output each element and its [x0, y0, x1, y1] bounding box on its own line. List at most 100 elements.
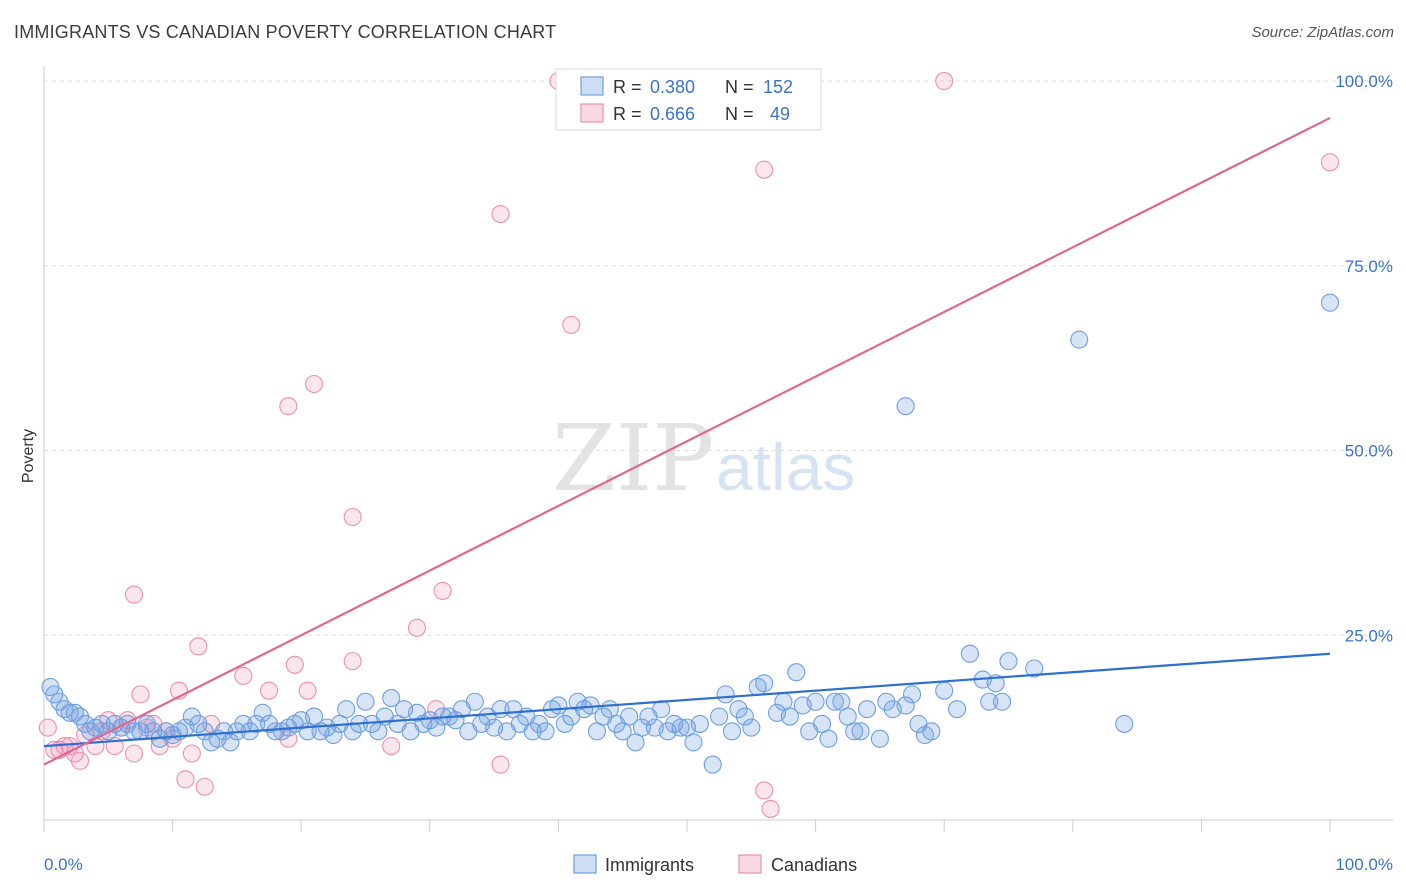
canadians-point	[234, 666, 253, 685]
immigrants-point	[845, 722, 864, 741]
y-tick-label-100: 100.0%	[1335, 72, 1393, 91]
immigrants-point	[960, 644, 979, 663]
immigrants-point	[896, 397, 915, 416]
legend-r-value-2: 0.666	[650, 104, 695, 124]
immigrants-point	[735, 707, 754, 726]
immigrants-point	[530, 714, 549, 733]
immigrants-point	[632, 718, 652, 737]
y-axis-label: Poverty	[20, 429, 37, 483]
legend-r-label-1: R =	[613, 77, 642, 97]
immigrants-point	[922, 722, 941, 741]
axes	[43, 66, 1393, 821]
immigrants-point	[247, 714, 266, 733]
immigrants-point	[144, 722, 163, 741]
canadians-point	[279, 397, 298, 416]
immigrants-point	[716, 685, 735, 704]
canadians-point	[935, 71, 954, 91]
immigrants-point	[684, 733, 703, 752]
immigrants-point	[780, 707, 799, 726]
immigrants-point	[60, 703, 79, 722]
canadians-point	[433, 581, 452, 600]
canadians-point	[491, 204, 510, 224]
immigrants-point	[555, 714, 574, 733]
immigrants-point	[722, 722, 742, 741]
immigrants-point	[1115, 714, 1134, 733]
immigrants-point	[356, 692, 375, 711]
immigrants-point	[427, 718, 446, 737]
immigrants-point	[671, 718, 690, 737]
immigrants-point	[1320, 293, 1340, 312]
canadians-point	[562, 315, 581, 334]
immigrants-point	[343, 722, 362, 741]
correlation-legend: R = 0.380 N = 152 R = 0.666 N = 49	[555, 68, 822, 131]
canadians-point	[182, 744, 201, 763]
legend-n-value-1: 152	[763, 77, 793, 97]
immigrants-point	[189, 714, 208, 733]
canadians-trendline	[43, 116, 1331, 766]
immigrants-point	[382, 689, 401, 708]
watermark-atlas: atlas	[716, 430, 855, 504]
chart-title: IMMIGRANTS VS CANADIAN POVERTY CORRELATI…	[14, 22, 557, 42]
trendlines	[43, 116, 1331, 766]
source-credit: Source: ZipAtlas.com	[1251, 24, 1394, 41]
y-tick-label-50: 50.0%	[1345, 442, 1393, 461]
immigrants-point	[896, 696, 915, 715]
immigrants-point	[137, 714, 156, 733]
canadians-point	[124, 585, 144, 604]
canadians-point	[755, 781, 774, 800]
legend-n-value-2: 49	[770, 104, 790, 124]
immigrants-point	[999, 652, 1018, 671]
canadians-point	[70, 751, 90, 770]
canadians-point	[195, 777, 214, 796]
immigrants-point	[337, 700, 356, 719]
immigrants-point	[703, 755, 722, 774]
immigrants-point	[755, 674, 774, 693]
immigrants-point	[182, 707, 201, 726]
canadians-point	[131, 685, 150, 704]
immigrants-point	[1070, 330, 1089, 349]
immigrants-point	[806, 692, 825, 711]
canadians-point	[382, 737, 401, 756]
immigrants-point	[935, 681, 954, 700]
canadians-point	[176, 770, 195, 789]
legend-box	[555, 68, 822, 131]
immigrants-point	[980, 692, 999, 711]
series-legend: Immigrants Canadians	[573, 854, 857, 875]
immigrants-points	[41, 293, 1340, 774]
canadians-point	[124, 744, 144, 763]
canadians-point	[491, 755, 510, 774]
canadians-point	[285, 655, 304, 674]
immigrants-point	[523, 722, 542, 741]
gridlines	[44, 80, 1393, 636]
canadians-point	[1320, 153, 1340, 172]
watermark-zip: ZIP	[552, 405, 714, 512]
immigrants-point	[857, 700, 877, 719]
x-tick-label-min: 0.0%	[44, 855, 83, 874]
canadians-point	[305, 374, 324, 394]
immigrants-point	[253, 703, 272, 722]
immigrants-point	[902, 685, 922, 704]
immigrants-point	[993, 692, 1012, 711]
x-tick-label-max: 100.0%	[1335, 855, 1393, 874]
immigrants-point	[465, 692, 484, 711]
immigrants-point	[324, 725, 343, 745]
immigrants-point	[710, 707, 729, 726]
y-tick-label-75: 75.0%	[1345, 257, 1393, 276]
immigrants-point	[214, 722, 234, 741]
immigrants-point	[819, 729, 838, 748]
canadians-point	[343, 652, 362, 671]
immigrants-point	[1025, 659, 1044, 678]
canadians-point	[343, 507, 362, 527]
x-tick-marks	[43, 820, 1331, 832]
legend-swatch-canadians	[580, 103, 604, 123]
immigrants-point	[742, 718, 761, 737]
immigrants-point	[877, 692, 896, 711]
canadians-point	[407, 618, 426, 637]
immigrants-point	[690, 714, 709, 733]
immigrants-point	[787, 663, 806, 682]
immigrants-point	[92, 714, 111, 733]
immigrants-point	[851, 722, 870, 741]
immigrants-point	[652, 700, 671, 719]
legend-r-label-2: R =	[613, 104, 642, 124]
